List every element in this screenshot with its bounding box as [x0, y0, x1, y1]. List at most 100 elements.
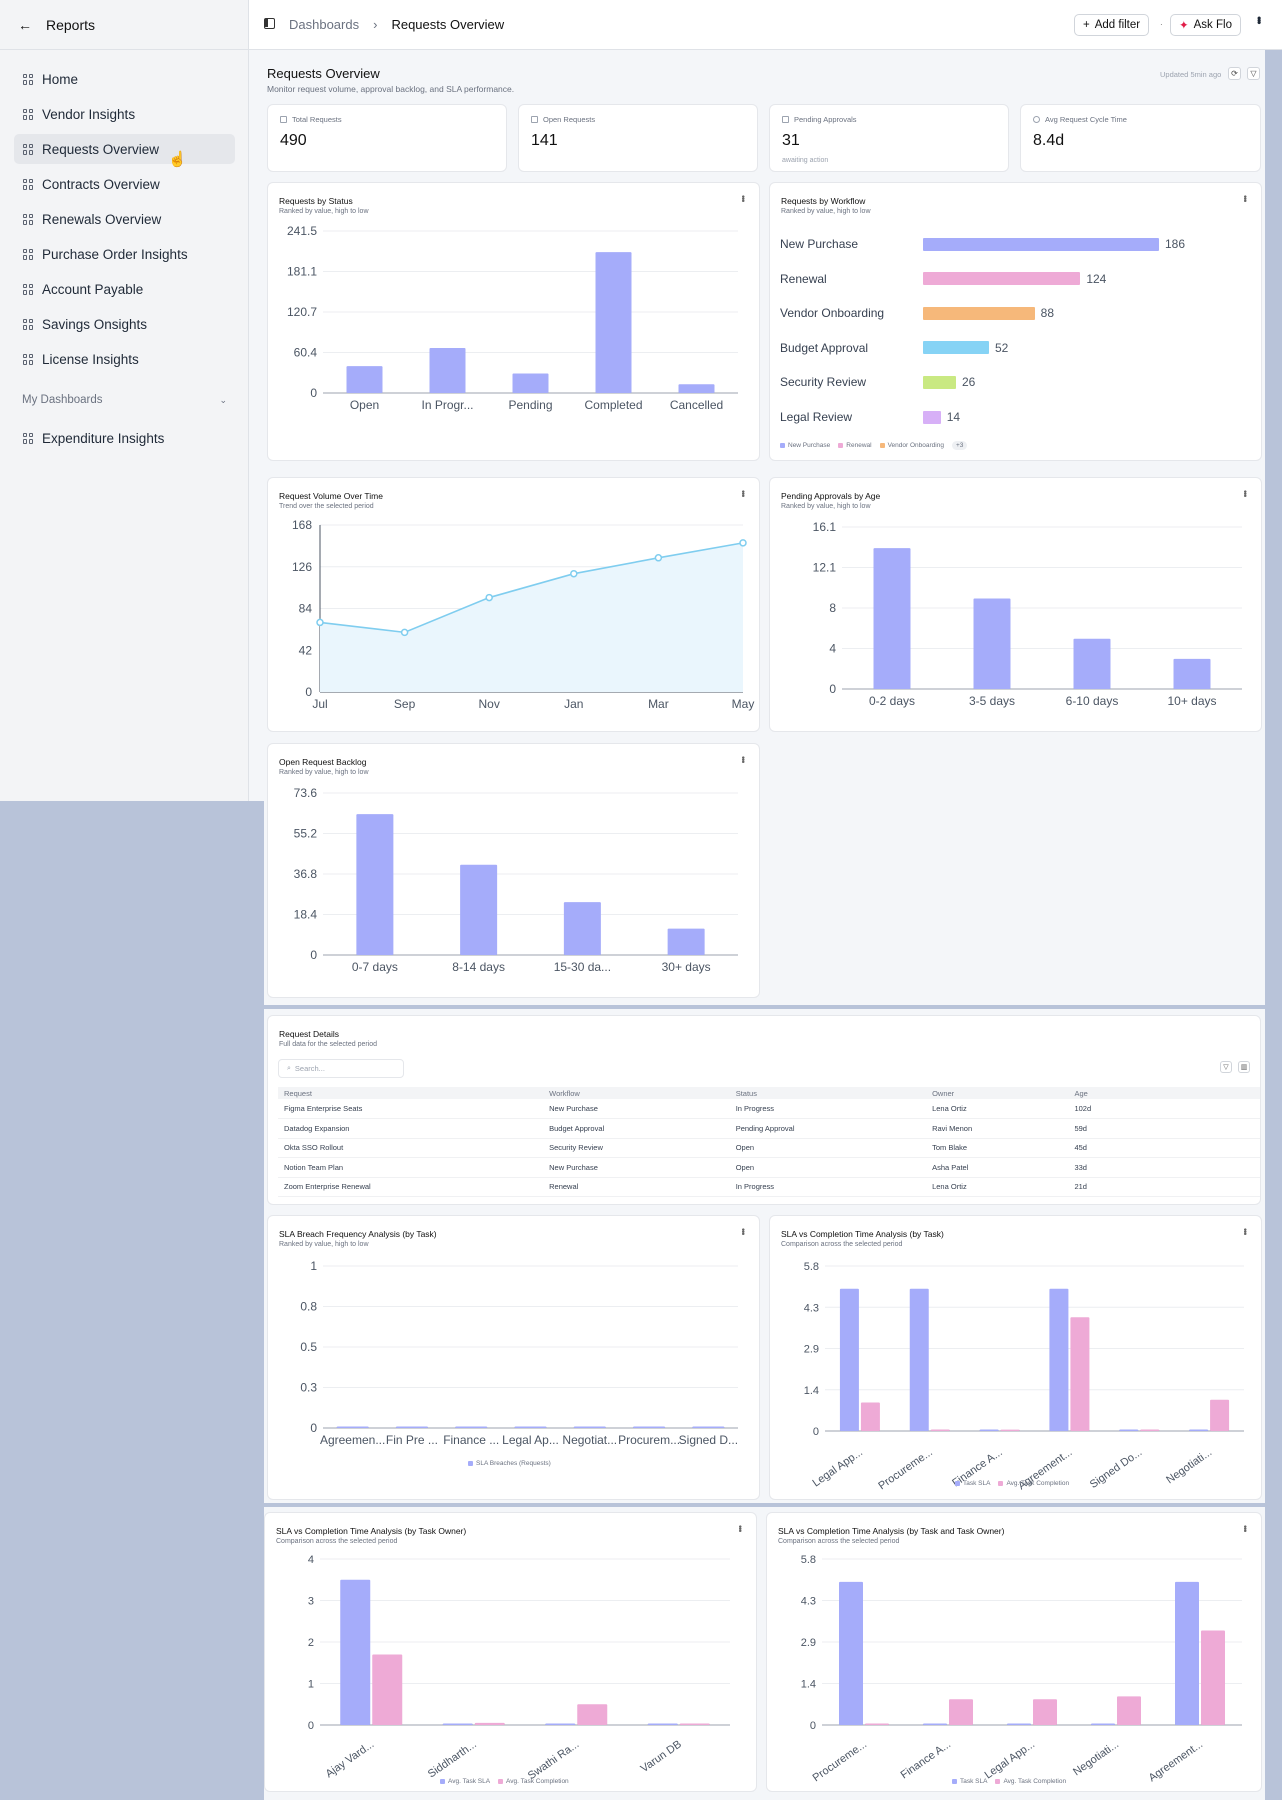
- bar[interactable]: [923, 306, 1035, 320]
- sidebar-item-expenditure-insights[interactable]: Expenditure Insights: [14, 423, 235, 453]
- bar[interactable]: [372, 1654, 403, 1725]
- bar[interactable]: [395, 1426, 428, 1429]
- legend-item[interactable]: Renewal: [838, 442, 872, 449]
- bar[interactable]: [949, 1699, 973, 1725]
- legend-item[interactable]: Avg. Task SLA: [440, 1778, 490, 1785]
- table-filter-icon[interactable]: ▽: [1220, 1061, 1232, 1073]
- more-vertical-icon[interactable]: •••: [738, 756, 748, 763]
- more-vertical-icon[interactable]: •••: [1240, 1525, 1250, 1532]
- workflow-bar-row[interactable]: New Purchase 186: [780, 236, 1185, 252]
- bar[interactable]: [923, 1723, 947, 1726]
- bar[interactable]: [1189, 1429, 1209, 1432]
- bar[interactable]: [860, 1402, 880, 1431]
- bar[interactable]: [1119, 1429, 1139, 1432]
- bar[interactable]: [1091, 1723, 1115, 1726]
- bar[interactable]: [678, 384, 715, 393]
- bar[interactable]: [973, 598, 1011, 689]
- bar[interactable]: [633, 1426, 666, 1429]
- more-vertical-icon[interactable]: •••: [1240, 1228, 1250, 1235]
- search-input[interactable]: ⌕ Search...: [278, 1059, 404, 1078]
- bar[interactable]: [1000, 1429, 1020, 1431]
- filter-icon[interactable]: ▽: [1247, 67, 1260, 80]
- more-vertical-icon[interactable]: •••: [1252, 16, 1266, 23]
- data-point[interactable]: [316, 618, 324, 627]
- column-header[interactable]: Age: [1068, 1087, 1260, 1099]
- sidebar-item-vendor-insights[interactable]: Vendor Insights: [14, 99, 235, 129]
- bar[interactable]: [923, 272, 1081, 286]
- sidebar-item-savings-onsights[interactable]: Savings Onsights: [14, 309, 235, 339]
- workflow-bar-row[interactable]: Legal Review 14: [780, 409, 960, 425]
- bar[interactable]: [474, 1722, 505, 1725]
- bar[interactable]: [563, 902, 601, 955]
- ask-flo-button[interactable]: ✦ Ask Flo: [1170, 14, 1241, 36]
- bar[interactable]: [1007, 1723, 1031, 1726]
- bar[interactable]: [692, 1426, 725, 1429]
- legend-item[interactable]: SLA Breaches (Requests): [468, 1460, 551, 1467]
- legend-item[interactable]: Avg. Task Completion: [498, 1778, 569, 1785]
- legend-item[interactable]: +3: [951, 441, 968, 450]
- table-row[interactable]: Figma Enterprise Seats New Purchase In Pro…: [278, 1099, 1260, 1119]
- refresh-icon[interactable]: ⟳: [1228, 67, 1241, 80]
- bar[interactable]: [1070, 1317, 1090, 1431]
- bar[interactable]: [545, 1723, 576, 1726]
- data-point[interactable]: [654, 554, 663, 562]
- data-point[interactable]: [570, 569, 578, 578]
- my-dashboards-section[interactable]: My Dashboards ⌄: [22, 394, 227, 406]
- data-point[interactable]: [739, 539, 747, 547]
- more-vertical-icon[interactable]: •••: [738, 1228, 748, 1235]
- bar[interactable]: [346, 366, 383, 393]
- bar[interactable]: [923, 410, 941, 424]
- bar[interactable]: [1049, 1288, 1069, 1431]
- bar[interactable]: [909, 1288, 929, 1431]
- add-filter-button[interactable]: + Add filter: [1074, 14, 1150, 36]
- breadcrumb-dashboards[interactable]: Dashboards: [289, 17, 360, 32]
- column-header[interactable]: Request: [278, 1087, 544, 1099]
- bar[interactable]: [930, 1429, 950, 1432]
- bar[interactable]: [340, 1579, 371, 1725]
- bar[interactable]: [429, 348, 466, 393]
- workflow-bar-row[interactable]: Vendor Onboarding 88: [780, 305, 1054, 321]
- column-header[interactable]: Status: [729, 1087, 927, 1099]
- bar[interactable]: [865, 1723, 889, 1726]
- bar[interactable]: [1210, 1399, 1230, 1431]
- table-row[interactable]: Notion Team Plan New Purchase Open Asha Pat…: [278, 1157, 1260, 1178]
- sidebar-item-contracts-overview[interactable]: Contracts Overview: [14, 169, 235, 199]
- bar[interactable]: [1117, 1696, 1141, 1725]
- sidebar-item-account-payable[interactable]: Account Payable: [14, 274, 235, 304]
- legend-item[interactable]: Task SLA: [955, 1480, 990, 1487]
- bar[interactable]: [1073, 638, 1111, 689]
- table-row[interactable]: Zoom Enterprise Renewal Renewal In Progres…: [278, 1177, 1260, 1197]
- column-header[interactable]: Owner: [926, 1087, 1069, 1099]
- more-vertical-icon[interactable]: •••: [735, 1525, 745, 1532]
- bar[interactable]: [679, 1723, 710, 1726]
- bar[interactable]: [923, 237, 1159, 251]
- workflow-bar-row[interactable]: Renewal 124: [780, 271, 1106, 287]
- data-point[interactable]: [485, 593, 493, 602]
- more-vertical-icon[interactable]: •••: [738, 490, 748, 497]
- bar[interactable]: [1173, 658, 1211, 689]
- panel-toggle-icon[interactable]: [264, 18, 275, 29]
- legend-item[interactable]: Task SLA: [952, 1778, 987, 1785]
- bar[interactable]: [1140, 1429, 1160, 1432]
- bar[interactable]: [595, 252, 632, 393]
- legend-item[interactable]: New Purchase: [780, 442, 830, 449]
- legend-item[interactable]: Avg. Task Completion: [995, 1778, 1066, 1785]
- bar[interactable]: [573, 1426, 606, 1429]
- bar[interactable]: [839, 1288, 859, 1431]
- bar[interactable]: [923, 341, 989, 355]
- bar[interactable]: [979, 1429, 999, 1432]
- bar[interactable]: [1201, 1630, 1225, 1725]
- bar[interactable]: [577, 1704, 608, 1725]
- bar[interactable]: [512, 373, 549, 393]
- workflow-bar-row[interactable]: Security Review 26: [780, 374, 975, 390]
- bar[interactable]: [460, 864, 498, 955]
- more-vertical-icon[interactable]: •••: [1240, 490, 1250, 497]
- bar[interactable]: [336, 1426, 369, 1429]
- table-row[interactable]: Okta SSO Rollout Security Review Open Tom B…: [278, 1138, 1260, 1158]
- sidebar-item-purchase-order-insights[interactable]: Purchase Order Insights: [14, 239, 235, 269]
- bar[interactable]: [923, 375, 956, 389]
- legend-item[interactable]: Avg. Task Completion: [998, 1480, 1069, 1487]
- sidebar-item-renewals-overview[interactable]: Renewals Overview: [14, 204, 235, 234]
- bar[interactable]: [873, 548, 911, 689]
- bar[interactable]: [514, 1426, 547, 1429]
